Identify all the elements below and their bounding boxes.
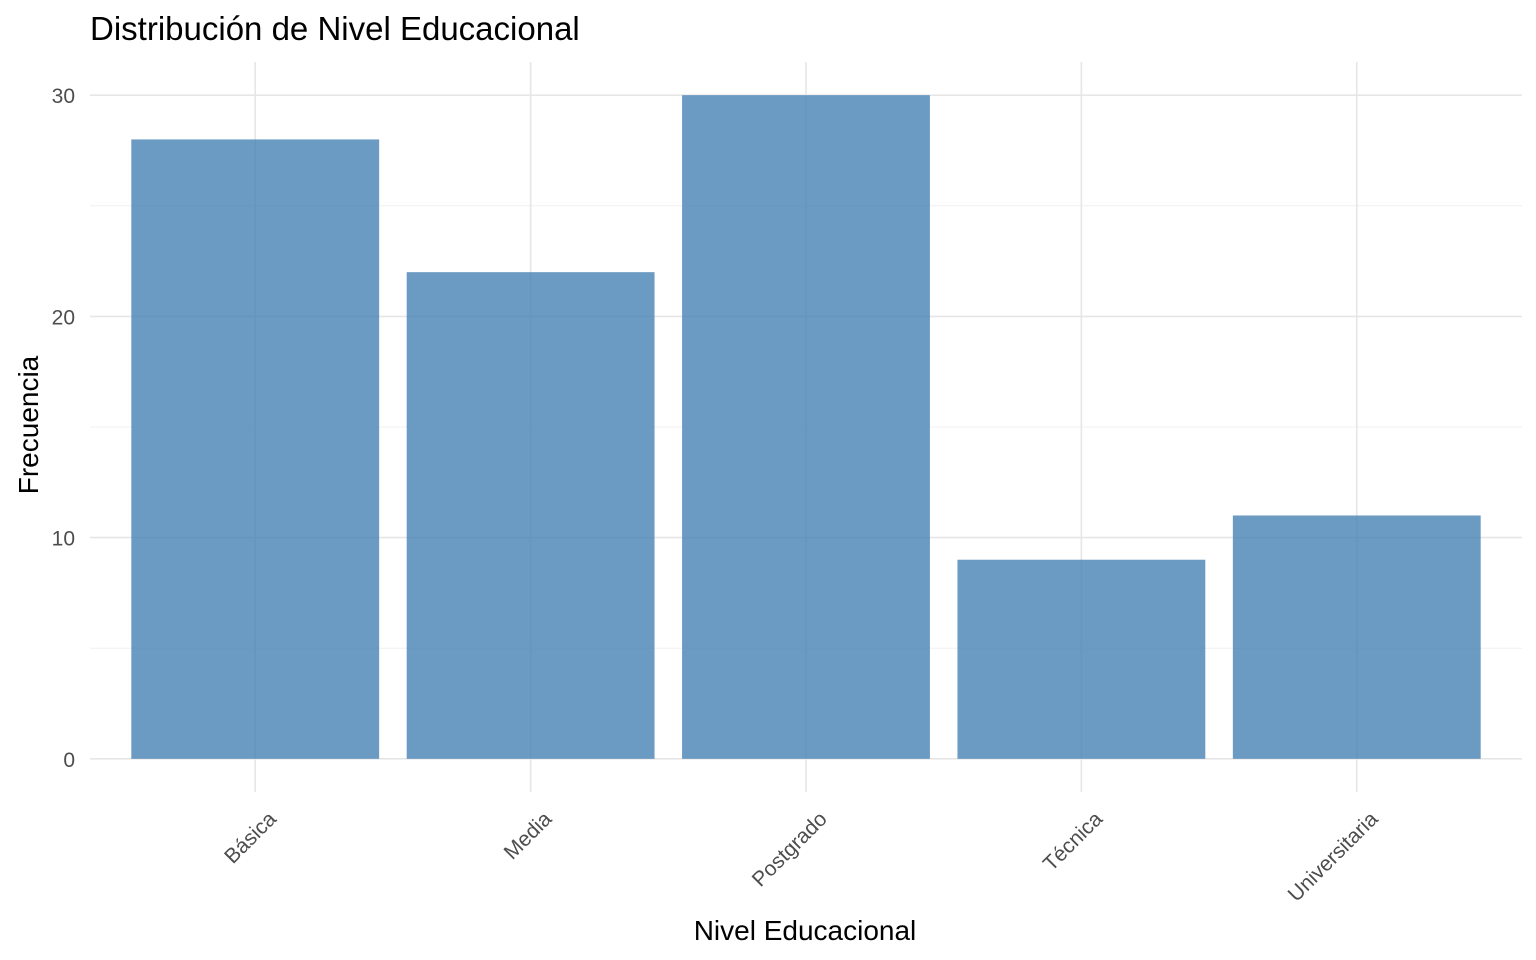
bar (957, 559, 1206, 759)
bar (131, 139, 380, 759)
bar (1232, 515, 1481, 759)
x-tick-label: Básica (220, 807, 281, 868)
y-axis-ticks: 0 10 20 30 (52, 85, 75, 772)
y-tick-label: 0 (63, 749, 75, 772)
bars (131, 95, 1481, 759)
y-tick-label: 10 (52, 528, 75, 551)
bar (682, 95, 930, 759)
x-axis-ticks: Básica Media Postgrado Técnica Universitaria (220, 807, 1383, 906)
x-tick-label: Técnica (1039, 807, 1107, 875)
x-tick-label: Postgrado (748, 807, 832, 891)
y-axis-title: Frecuencia (13, 355, 44, 494)
chart-title: Distribución de Nivel Educacional (90, 10, 580, 47)
bar (406, 272, 655, 759)
x-axis-title: Nivel Educacional (694, 915, 917, 946)
y-tick-label: 20 (52, 306, 75, 329)
x-tick-label: Universitaria (1284, 807, 1383, 906)
x-tick-label: Media (500, 807, 557, 864)
y-tick-label: 30 (52, 85, 75, 108)
